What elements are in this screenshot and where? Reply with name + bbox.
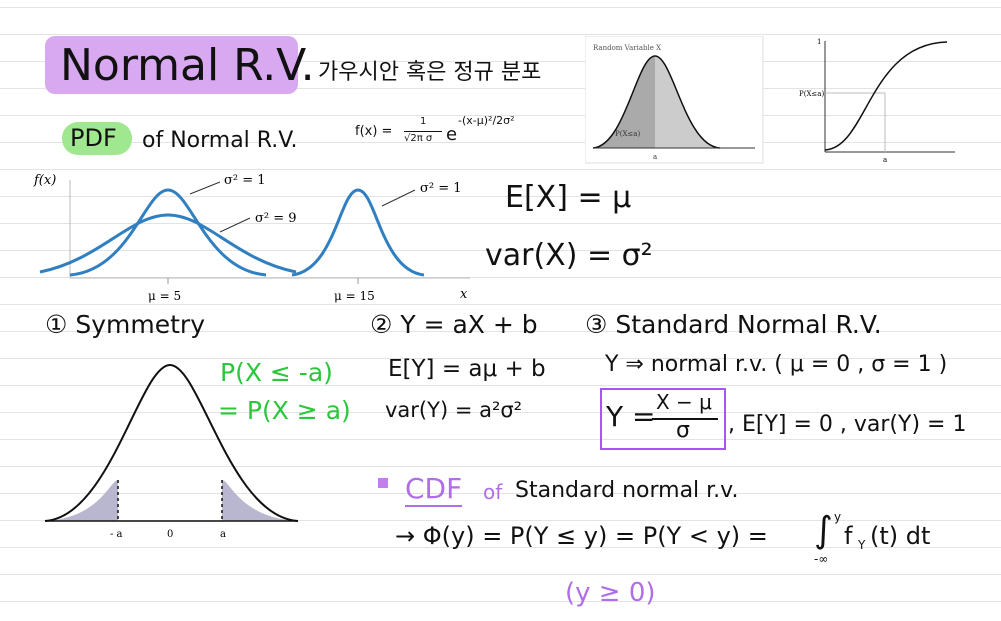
mean-label: μ = 15 — [334, 289, 375, 303]
pdf-rest: of Normal R.V. — [142, 128, 298, 153]
box-lhs: Y = — [606, 400, 656, 433]
symmetry-rule: = P(X ≥ a) — [218, 396, 351, 425]
variance: var(X) = σ² — [485, 238, 653, 273]
mean: E[X] = μ — [505, 180, 632, 215]
y-label: f(x) — [33, 173, 56, 188]
tick-label: 0 — [167, 529, 173, 540]
lower-limit: -∞ — [814, 552, 829, 566]
y-label: P(X≤a) — [799, 90, 824, 98]
area-label: P(X≤a) — [615, 130, 640, 138]
cdf-label: CDF — [405, 472, 463, 507]
linear-variance: var(Y) = a²σ² — [385, 398, 523, 422]
standard-moments: , E[Y] = 0 , var(Y) = 1 — [728, 412, 967, 437]
box-denominator: σ — [676, 418, 690, 443]
cdf-of: of — [483, 480, 503, 504]
formula-den: √2π σ — [404, 133, 433, 144]
standard-box — [600, 388, 726, 450]
pdf-highlight — [62, 122, 132, 155]
x-label: x — [460, 287, 468, 302]
cdf-figure: 1 P(X≤a) a — [799, 38, 955, 164]
pdf-figure: Random Variable X P(X≤a) a — [585, 36, 764, 164]
x-label: a — [883, 156, 887, 164]
annotation: σ² = 1 — [420, 181, 462, 196]
cdf-condition: (y ≥ 0) — [565, 578, 656, 608]
formula-lhs: f(x) = — [355, 124, 393, 139]
subtitle: 가우시안 혹은 정규 분포 — [318, 60, 542, 85]
linear-heading: ② Y = aX + b — [370, 310, 538, 339]
box-numerator: X − μ — [656, 390, 712, 414]
top-label: 1 — [817, 38, 821, 46]
standard-heading: ③ Standard Normal R.V. — [585, 310, 882, 339]
pdf-plot: f(x) x σ² = 1 σ² = 9 σ² = 1 μ = 5 μ = 15 — [33, 173, 470, 303]
linear-mean: E[Y] = aμ + b — [388, 356, 546, 382]
upper-limit: y — [834, 510, 842, 524]
x-label: a — [653, 153, 657, 161]
title-highlight — [45, 36, 298, 94]
fraction-bar — [404, 131, 442, 132]
tick-label: a — [220, 529, 226, 540]
annotation: σ² = 9 — [255, 211, 297, 226]
cdf-formula: → Φ(y) = P(Y ≤ y) = P(Y < y) = — [395, 522, 768, 550]
formula-num: 1 — [420, 116, 427, 127]
subscript: Y — [858, 538, 866, 552]
symmetry-plot: - a 0 a — [44, 363, 299, 540]
formula-exp: -(x-μ)²/2σ² — [458, 114, 515, 127]
mean-label: μ = 5 — [148, 289, 181, 303]
bullet — [378, 478, 388, 488]
annotation: σ² = 1 — [224, 173, 266, 188]
pdf-label: PDF — [70, 124, 117, 152]
fraction-bar — [652, 418, 718, 420]
symmetry-rule: P(X ≤ -a) — [220, 358, 333, 387]
figure-title: Random Variable X — [593, 44, 661, 52]
integrand: f — [844, 522, 853, 550]
tick-label: - a — [110, 529, 123, 540]
integral: ∫ — [814, 510, 833, 551]
symmetry-heading: ① Symmetry — [45, 310, 205, 339]
title: Normal R.V. — [60, 40, 315, 91]
formula-base: e — [446, 124, 458, 145]
cdf-rest: Standard normal r.v. — [515, 478, 739, 503]
integrand-tail: (t) dt — [870, 522, 931, 550]
standard-definition: Y ⇒ normal r.v. ( μ = 0 , σ = 1 ) — [605, 352, 948, 377]
